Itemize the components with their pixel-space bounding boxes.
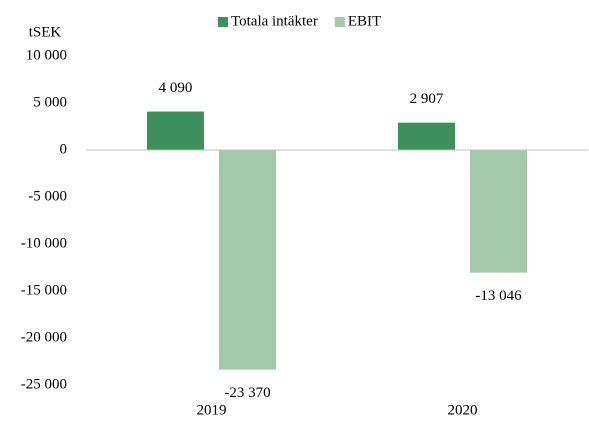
bar (147, 111, 204, 150)
y-tick-label: 5 000 (33, 94, 67, 110)
data-label: 4 090 (159, 80, 193, 96)
bar (398, 122, 455, 150)
data-label: -23 370 (224, 385, 270, 401)
data-label: 2 907 (410, 91, 444, 107)
x-tick-label: 2019 (197, 402, 227, 418)
bar (219, 150, 276, 370)
legend-swatch (334, 17, 345, 27)
y-axis-label: tSEK (29, 24, 62, 40)
legend-swatch (218, 17, 228, 27)
bar (470, 150, 527, 273)
x-tick-label: 2020 (448, 402, 478, 418)
y-tick-label: -25 000 (21, 376, 67, 392)
y-tick-label: -20 000 (21, 329, 67, 345)
y-tick-label: -15 000 (21, 282, 67, 298)
data-label: -13 046 (475, 288, 522, 304)
legend-label: EBIT (348, 13, 381, 29)
legend-label: Totala intäkter (231, 13, 318, 29)
y-tick-label: 10 000 (26, 47, 67, 63)
y-tick-label: -5 000 (28, 188, 67, 204)
y-tick-label: 0 (60, 141, 68, 157)
y-tick-label: -10 000 (21, 235, 67, 251)
